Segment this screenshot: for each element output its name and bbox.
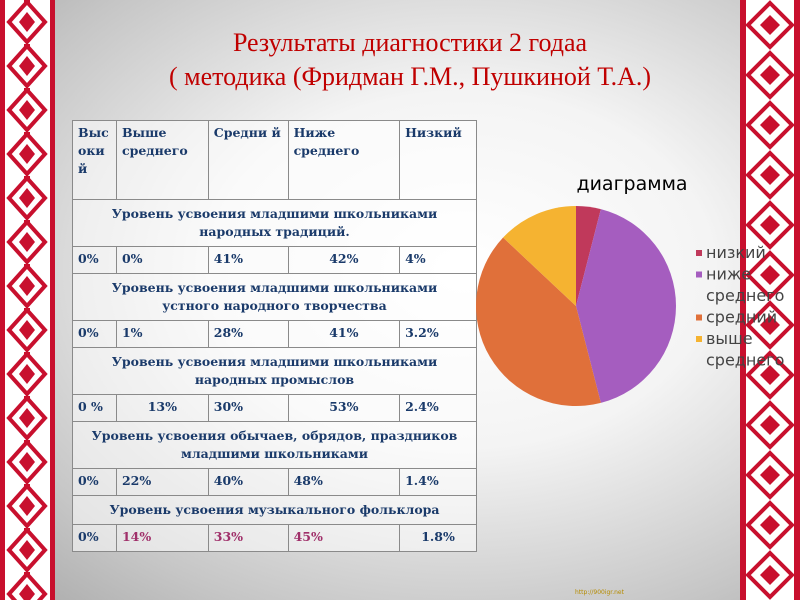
pie-chart: диаграмма низкий ниже среднего средний выше с… bbox=[476, 173, 784, 406]
value-cell: 3.2% bbox=[399, 320, 477, 348]
value-cell: 45% bbox=[287, 524, 401, 552]
value-cell: 48% bbox=[287, 468, 401, 496]
header-below-average: Ниже среднего bbox=[287, 120, 401, 200]
value-cell: 41% bbox=[207, 246, 289, 274]
ornament-border-right bbox=[740, 0, 800, 600]
value-cell: 0% bbox=[72, 524, 117, 552]
value-cell: 1% bbox=[115, 320, 209, 348]
slide-title: Результаты диагностики 2 годаа ( методик… bbox=[150, 26, 670, 94]
table-row: 0% 1% 28% 41% 3.2% bbox=[72, 320, 477, 348]
legend-label-3: выше среднего bbox=[706, 329, 784, 370]
header-high: Выс оки й bbox=[72, 120, 117, 200]
value-cell: 1.8% bbox=[399, 524, 477, 552]
table-row: 0% 0% 41% 42% 4% bbox=[72, 246, 477, 274]
table-header-row: Выс оки й Выше среднего Средни й Ниже ср… bbox=[72, 120, 477, 200]
results-table: Выс оки й Выше среднего Средни й Ниже ср… bbox=[72, 120, 477, 552]
value-cell: 40% bbox=[207, 468, 289, 496]
ornament-border-left bbox=[0, 0, 55, 600]
value-cell: 0% bbox=[72, 320, 117, 348]
legend-label-2: средний bbox=[706, 308, 777, 327]
value-cell: 0% bbox=[115, 246, 209, 274]
title-line-2: ( методика (Фридман Г.М., Пушкиной Т.А.) bbox=[168, 62, 651, 91]
section-label: Уровень усвоения младшими школьниками на… bbox=[72, 347, 477, 395]
value-cell: 14% bbox=[115, 524, 209, 552]
table-row: 0% 22% 40% 48% 1.4% bbox=[72, 468, 477, 496]
pie-slice-1 bbox=[576, 209, 676, 403]
legend-swatch-2 bbox=[696, 314, 702, 321]
pie-slice-0 bbox=[576, 206, 601, 306]
chart-title: диаграмма bbox=[576, 173, 687, 195]
legend-label-0: низкий bbox=[706, 243, 766, 262]
value-cell: 28% bbox=[207, 320, 289, 348]
pie-slice-2 bbox=[476, 237, 601, 406]
value-cell: 30% bbox=[207, 394, 289, 422]
value-cell: 1.4% bbox=[399, 468, 477, 496]
footer-link[interactable]: http://900igr.net bbox=[575, 589, 624, 596]
value-cell: 53% bbox=[287, 394, 401, 422]
value-cell: 0% bbox=[72, 246, 117, 274]
value-cell: 13% bbox=[115, 394, 209, 422]
legend-swatch-1 bbox=[696, 271, 702, 278]
value-cell: 33% bbox=[207, 524, 289, 552]
value-cell: 4% bbox=[399, 246, 477, 274]
table-row: 0 % 13% 30% 53% 2.4% bbox=[72, 394, 477, 422]
header-average: Средни й bbox=[207, 120, 289, 200]
value-cell: 0 % bbox=[72, 394, 117, 422]
section-label: Уровень усвоения музыкального фольклора bbox=[72, 495, 477, 525]
header-above-average: Выше среднего bbox=[115, 120, 209, 200]
legend-swatch-3 bbox=[696, 336, 702, 342]
value-cell: 42% bbox=[287, 246, 401, 274]
title-line-1: Результаты диагностики 2 годаа bbox=[232, 28, 588, 57]
value-cell: 22% bbox=[115, 468, 209, 496]
legend-swatch-0 bbox=[696, 250, 702, 256]
section-label: Уровень усвоения обычаев, обрядов, празд… bbox=[72, 421, 477, 469]
section-label: Уровень усвоения младшими школьниками на… bbox=[72, 199, 477, 247]
legend-label-1: ниже среднего bbox=[706, 265, 784, 306]
pie-slice-3 bbox=[503, 206, 576, 306]
section-label: Уровень усвоения младшими школьниками ус… bbox=[72, 273, 477, 321]
value-cell: 0% bbox=[72, 468, 117, 496]
table-row: 0% 14% 33% 45% 1.8% bbox=[72, 524, 477, 552]
header-low: Низкий bbox=[399, 120, 477, 200]
value-cell: 2.4% bbox=[399, 394, 477, 422]
value-cell: 41% bbox=[287, 320, 401, 348]
